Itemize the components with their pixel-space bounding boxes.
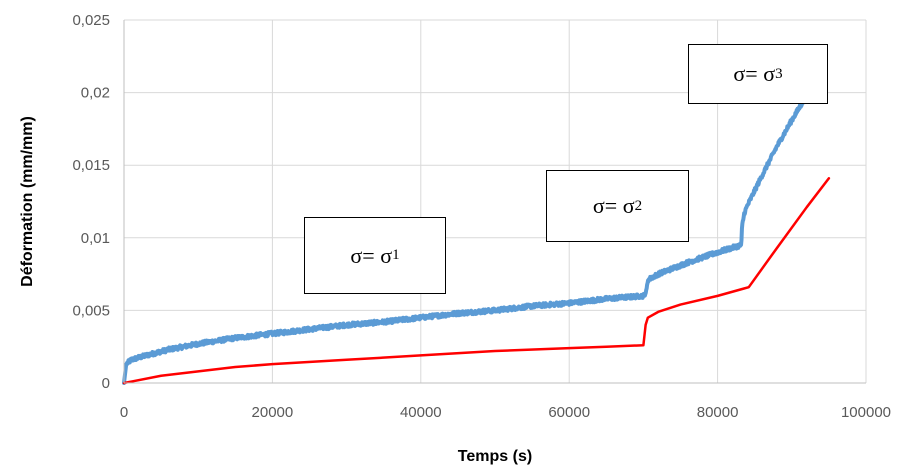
gridlines bbox=[124, 19, 867, 383]
x-axis-title: Temps (s) bbox=[458, 448, 532, 465]
y-tick-label: 0,015 bbox=[72, 157, 110, 174]
x-tick-label: 20000 bbox=[252, 404, 294, 421]
x-tick-label: 40000 bbox=[400, 404, 442, 421]
y-tick-label: 0,025 bbox=[72, 12, 110, 29]
x-tick-label: 100000 bbox=[841, 404, 891, 421]
y-tick-label: 0,005 bbox=[72, 302, 110, 319]
plot-series bbox=[122, 91, 831, 385]
series-line-2 bbox=[122, 177, 831, 385]
tick-labels: 0 0,005 0,01 0,015 0,02 0,025 0 20000 40000 60000… bbox=[72, 12, 891, 421]
y-axis-title: Déformation (mm/mm) bbox=[19, 116, 36, 287]
y-tick-label: 0,02 bbox=[81, 85, 110, 102]
x-tick-label: 60000 bbox=[548, 404, 590, 421]
series-line-1 bbox=[122, 91, 809, 385]
axes bbox=[123, 20, 866, 384]
y-tick-label: 0,01 bbox=[81, 230, 110, 247]
x-tick-label: 0 bbox=[120, 404, 128, 421]
y-tick-label: 0 bbox=[102, 375, 110, 392]
x-tick-label: 80000 bbox=[697, 404, 739, 421]
